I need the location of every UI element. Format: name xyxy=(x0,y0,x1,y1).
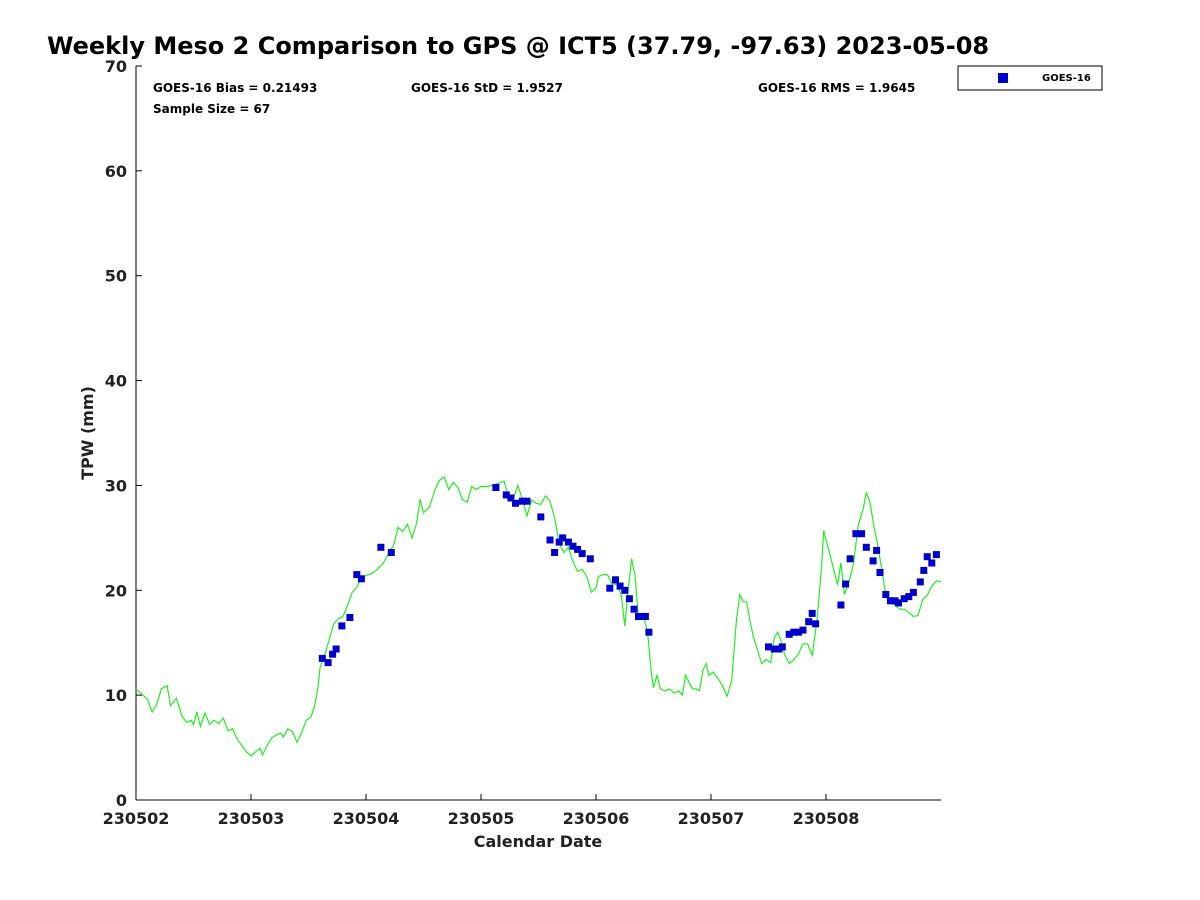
goes-16-point xyxy=(869,557,877,565)
goes-16-point xyxy=(765,643,772,651)
goes-16-point xyxy=(778,643,786,651)
goes-16-point xyxy=(785,630,793,638)
y-tick-label: 0 xyxy=(116,791,127,810)
goes-16-point xyxy=(606,584,614,592)
goes-16-point xyxy=(523,497,531,505)
goes-16-point xyxy=(858,530,866,538)
goes-16-point xyxy=(574,545,582,553)
goes-16-point xyxy=(846,555,854,563)
goes-16-point xyxy=(790,628,798,636)
y-axis-label: TPW (mm) xyxy=(78,386,97,480)
x-tick-label: 230507 xyxy=(678,809,745,828)
goes-16-point xyxy=(812,620,820,628)
y-tick-label: 70 xyxy=(105,57,127,76)
goes-16-point xyxy=(641,613,649,620)
goes-16-point xyxy=(928,559,936,567)
goes-16-point xyxy=(876,569,884,576)
goes-16-point xyxy=(387,549,395,556)
goes-16-point xyxy=(842,580,850,588)
legend: GOES-16 xyxy=(957,65,1103,91)
goes-16-point xyxy=(808,609,816,617)
goes-16-point xyxy=(518,497,526,505)
y-tick-label: 10 xyxy=(105,686,127,705)
goes-16-point xyxy=(920,566,928,574)
goes-16-point xyxy=(837,601,845,609)
goes-16-point xyxy=(909,588,917,596)
x-axis-label: Calendar Date xyxy=(474,832,603,851)
y-tick-label: 20 xyxy=(105,581,127,600)
goes-16-point xyxy=(630,605,638,613)
x-tick-label: 230505 xyxy=(448,809,515,828)
goes-16-point xyxy=(805,618,813,626)
goes-16-point xyxy=(546,536,554,544)
goes-16-point xyxy=(586,555,594,563)
goes-16-point xyxy=(916,578,924,586)
sample-size-stat: Sample Size = 67 xyxy=(153,102,270,116)
goes-16-point xyxy=(569,542,577,550)
goes-16-point xyxy=(492,484,500,491)
goes-16-point xyxy=(324,659,332,667)
goes-16-point xyxy=(621,586,629,594)
goes-16-point xyxy=(635,613,642,620)
x-axis-ticks: 230502 230503 230504 230505 230506 230507 2305… xyxy=(103,794,860,828)
goes-16-point xyxy=(612,576,619,584)
goes-16-point xyxy=(551,549,559,556)
chart-title: Weekly Meso 2 Comparison to GPS @ ICT5 (… xyxy=(47,32,989,60)
goes-16-series-points xyxy=(318,484,940,667)
goes-16-point xyxy=(625,595,633,603)
axes xyxy=(135,66,941,801)
y-tick-label: 30 xyxy=(105,476,127,495)
gps-line-path xyxy=(135,476,942,757)
goes-16-point xyxy=(886,597,894,605)
goes-16-point xyxy=(852,530,860,538)
y-tick-label: 40 xyxy=(105,372,127,391)
goes-16-point xyxy=(377,543,385,551)
std-stat: GOES-16 StD = 1.9527 xyxy=(411,81,563,95)
rms-stat: GOES-16 RMS = 1.9645 xyxy=(758,81,915,95)
goes-16-point xyxy=(559,534,567,542)
goes-16-point xyxy=(555,538,563,546)
goes-16-point xyxy=(770,645,778,653)
goes-16-point xyxy=(932,551,940,559)
gps-series-line xyxy=(135,476,942,757)
x-tick-label: 230506 xyxy=(563,809,630,828)
goes-16-point xyxy=(564,538,572,546)
legend-marker-square xyxy=(998,73,1008,83)
legend-box xyxy=(957,65,1103,91)
goes-16-point xyxy=(616,582,624,590)
y-tick-label: 60 xyxy=(105,162,127,181)
x-tick-label: 230503 xyxy=(218,809,285,828)
goes-16-point xyxy=(578,550,586,558)
goes-16-point xyxy=(502,491,510,499)
goes-16-point xyxy=(357,575,365,583)
y-axis-ticks: 0 10 20 30 40 50 60 70 xyxy=(105,57,142,810)
goes-16-point xyxy=(862,543,870,551)
x-tick-label: 230508 xyxy=(793,809,860,828)
goes-16-point xyxy=(346,614,354,621)
goes-16-point xyxy=(882,591,890,598)
goes-16-point xyxy=(507,494,515,502)
goes-16-point xyxy=(353,571,361,579)
goes-16-point xyxy=(318,654,326,662)
goes-16-point xyxy=(645,628,653,636)
legend-label-goes-16: GOES-16 xyxy=(1042,73,1091,84)
plot-area xyxy=(136,66,941,800)
y-tick-label: 50 xyxy=(105,267,127,286)
goes-16-point xyxy=(329,650,337,658)
goes-16-point xyxy=(799,626,807,634)
goes-16-point xyxy=(900,595,908,603)
goes-16-point xyxy=(332,645,340,653)
goes-16-point xyxy=(537,513,545,521)
goes-16-point xyxy=(905,593,913,601)
goes-16-point xyxy=(338,622,346,630)
x-tick-label: 230502 xyxy=(103,809,170,828)
x-tick-label: 230504 xyxy=(333,809,400,828)
bias-stat: GOES-16 Bias = 0.21493 xyxy=(153,81,317,95)
goes-16-point xyxy=(512,499,519,507)
goes-16-point xyxy=(923,553,931,561)
goes-16-point xyxy=(895,599,902,607)
goes-16-point xyxy=(873,546,881,554)
goes-16-point xyxy=(794,628,802,636)
